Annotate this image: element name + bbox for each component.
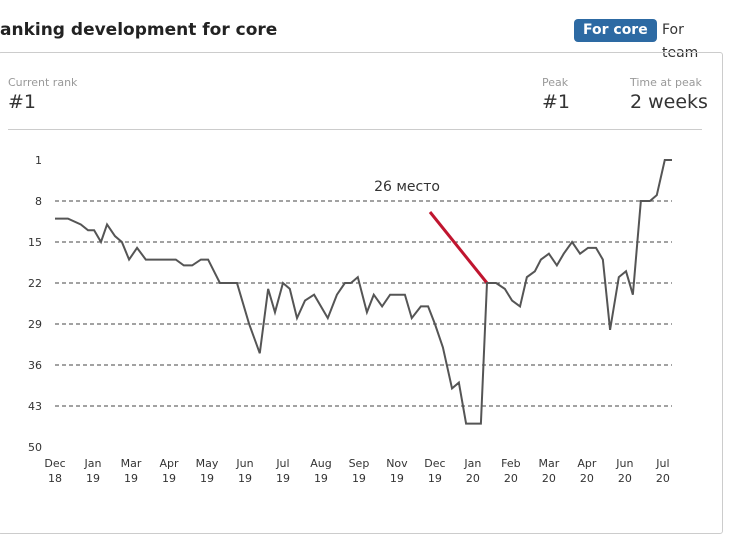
page-title: anking development for core: [0, 20, 278, 40]
x-tick-label: Mar 19: [121, 457, 142, 485]
x-tick-label: May 19: [196, 457, 219, 485]
x-tick-label: Nov 19: [386, 457, 408, 485]
stat-label: Time at peak: [630, 76, 702, 89]
stat: Peak #1: [542, 76, 570, 113]
y-tick-label: 8: [35, 195, 42, 208]
stat-value: #1: [542, 91, 571, 113]
stat-label: Peak: [542, 76, 569, 89]
annotation: 26 место: [374, 179, 440, 195]
stat-value: 2 weeks: [630, 91, 708, 113]
x-tick-label: Jun 19: [235, 457, 253, 485]
x-tick-label: Jan 20: [463, 457, 481, 485]
tab-team[interactable]: For team: [662, 22, 699, 61]
x-tick-label: Dec 18: [44, 457, 65, 485]
stat-value: #1: [8, 91, 37, 113]
stat-label: Current rank: [8, 76, 78, 89]
separator: [8, 129, 702, 130]
tab-core[interactable]: For core: [574, 19, 657, 42]
annotation-pointer: [428, 211, 489, 284]
x-tick-label: Mar 20: [539, 457, 560, 485]
y-tick-label: 43: [28, 400, 42, 413]
line-series: [55, 159, 672, 425]
x-tick-label: Feb 20: [501, 457, 520, 485]
y-tick-label: 1: [35, 154, 42, 167]
y-tick-label: 50: [28, 441, 42, 454]
x-tick-label: Apr 19: [159, 457, 179, 485]
stat: Time at peak 2 weeks: [630, 76, 708, 113]
x-tick-label: Jul 20: [655, 457, 670, 485]
x-tick-label: Jun 20: [615, 457, 633, 485]
y-tick-label: 29: [28, 318, 42, 331]
x-tick-label: Sep 19: [349, 457, 370, 485]
x-tick-label: Aug 19: [310, 457, 331, 485]
page: {"header": {"title": "anking development…: [0, 19, 723, 534]
stat: Current rank #1: [8, 76, 77, 113]
x-tick-label: Apr 20: [577, 457, 597, 485]
y-tick-label: 22: [28, 277, 42, 290]
y-tick-label: 36: [28, 359, 42, 372]
x-tick-label: Dec 19: [424, 457, 445, 485]
x-tick-label: Jan 19: [84, 457, 102, 485]
x-tick-label: Jul 19: [275, 457, 290, 485]
y-tick-label: 15: [28, 236, 42, 249]
